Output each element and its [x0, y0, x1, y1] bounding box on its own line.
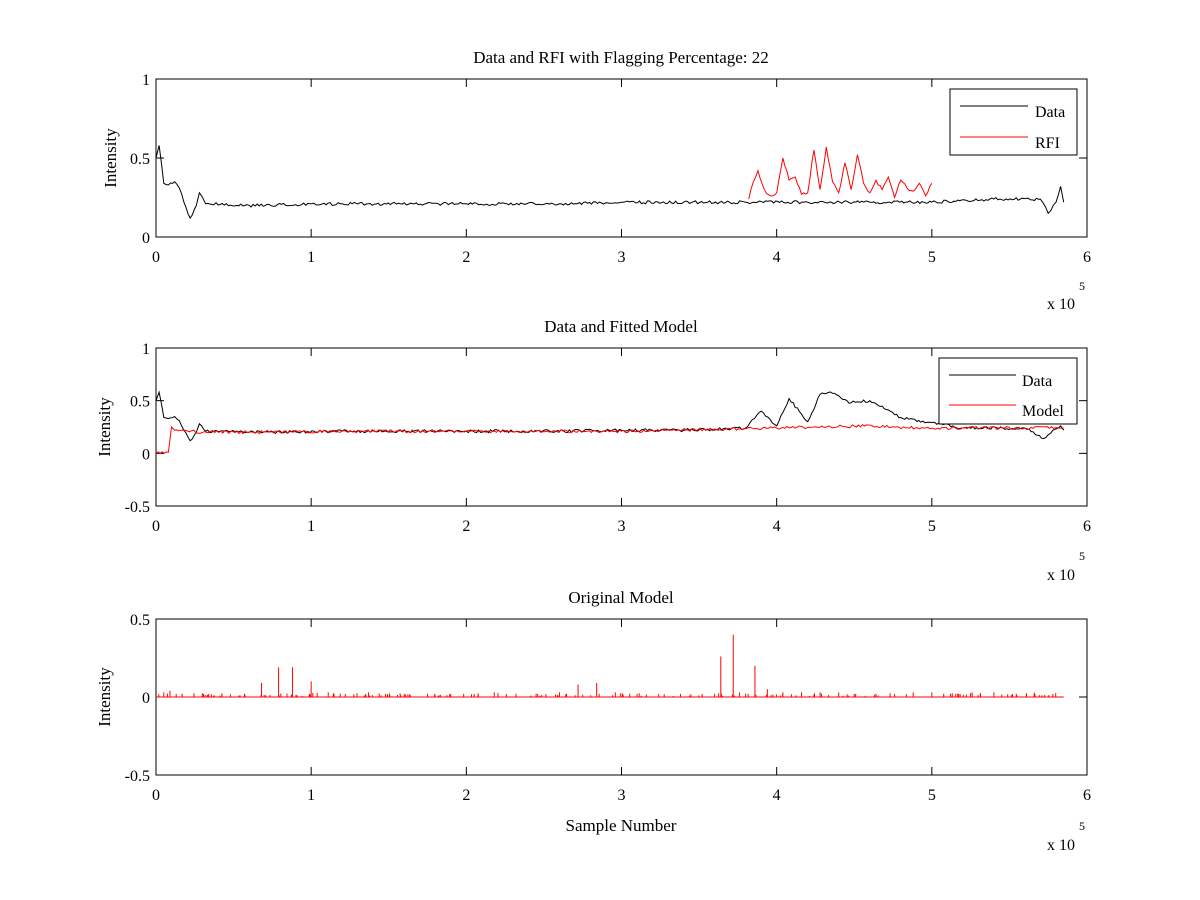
subplot-1-x-exponent-base: x 10: [1047, 296, 1075, 313]
x-tick-label: 6: [1083, 518, 1091, 535]
subplot-2-x-exponent-power: 5: [1079, 549, 1085, 563]
y-tick-label: 0.5: [130, 612, 150, 629]
subplot-2-legend: Data Model: [938, 357, 1078, 425]
x-tick-label: 5: [928, 787, 936, 804]
x-tick-label: 5: [928, 518, 936, 535]
subplot-3: Original Model 0 1 2 3 4 5 6-0.500.5 Intensity…: [95, 588, 1091, 854]
x-tick-label: 1: [307, 787, 315, 804]
x-tick-label: 6: [1083, 787, 1091, 804]
x-tick-label: 2: [462, 787, 470, 804]
subplot-3-title: Original Model: [568, 588, 674, 607]
legend-label-rfi: RFI: [1035, 135, 1060, 152]
subplot-2-ylabel: Intensity: [95, 397, 114, 457]
legend-label-data: Data: [1035, 104, 1065, 121]
x-tick-label: 6: [1083, 249, 1091, 266]
subplot-2-title: Data and Fitted Model: [544, 317, 698, 336]
subplot-2: Data and Fitted Model 0 1 2 3 4 5 6-0.500.51 I…: [95, 317, 1091, 584]
subplot-3-ylabel: Intensity: [95, 667, 114, 727]
x-tick-label: 3: [618, 787, 626, 804]
y-tick-label: 0: [142, 690, 150, 707]
subplot-3-x-exponent-base: x 10: [1047, 837, 1075, 854]
y-tick-label: -0.5: [125, 768, 150, 785]
subplot-1: Data and RFI with Flagging Percentage: 2…: [101, 48, 1091, 313]
subplot-1-plot-area: 0 1 2 3 4 5 6 0 0.5 1: [130, 72, 1091, 266]
subplot-2-x-exponent-base: x 10: [1047, 567, 1075, 584]
y-tick-label: 1: [142, 72, 150, 89]
y-tick-label: 0.5: [130, 151, 150, 168]
subplot-3-x-exponent-power: 5: [1079, 819, 1085, 833]
y-tick-label: 0: [142, 230, 150, 247]
subplot-1-x-exponent-power: 5: [1079, 279, 1085, 293]
series-line-data: [155, 390, 1065, 442]
x-tick-label: 5: [928, 249, 936, 266]
x-tick-label: 4: [773, 518, 781, 535]
subplot-2-plot-area: 0 1 2 3 4 5 6-0.500.51: [125, 341, 1091, 535]
subplot-1-ylabel: Intensity: [101, 128, 120, 188]
x-tick-label: 1: [307, 518, 315, 535]
y-tick-label: 0.5: [130, 394, 150, 411]
x-tick-label: 4: [773, 787, 781, 804]
x-tick-label: 0: [152, 518, 160, 535]
x-tick-label: 2: [462, 249, 470, 266]
y-tick-label: -0.5: [125, 499, 150, 516]
x-tick-label: 2: [462, 518, 470, 535]
subplot-3-xlabel: Sample Number: [566, 816, 677, 835]
legend-label-model: Model: [1022, 403, 1064, 420]
x-tick-label: 4: [773, 249, 781, 266]
series-line-model: [155, 424, 1064, 454]
x-tick-label: 3: [618, 249, 626, 266]
series-line-model: [156, 634, 1064, 698]
legend-label-data-2: Data: [1022, 373, 1052, 390]
subplot-1-axes: [155, 78, 1088, 238]
x-tick-label: 0: [152, 787, 160, 804]
subplot-1-legend: Data RFI: [949, 88, 1078, 156]
x-tick-label: 0: [152, 249, 160, 266]
subplot-1-title: Data and RFI with Flagging Percentage: 2…: [473, 48, 769, 67]
subplot-3-plot-area: 0 1 2 3 4 5 6-0.500.5: [125, 612, 1091, 804]
subplot-1-legend-box: [949, 88, 1078, 156]
series-line-rfi: [748, 146, 933, 200]
y-tick-label: 1: [142, 341, 150, 358]
subplot-2-legend-box: [938, 357, 1078, 425]
subplot-2-axes: [155, 347, 1088, 507]
series-line-data: [155, 145, 1065, 219]
y-tick-label: 0: [142, 446, 150, 463]
x-tick-label: 1: [307, 249, 315, 266]
x-tick-label: 3: [618, 518, 626, 535]
